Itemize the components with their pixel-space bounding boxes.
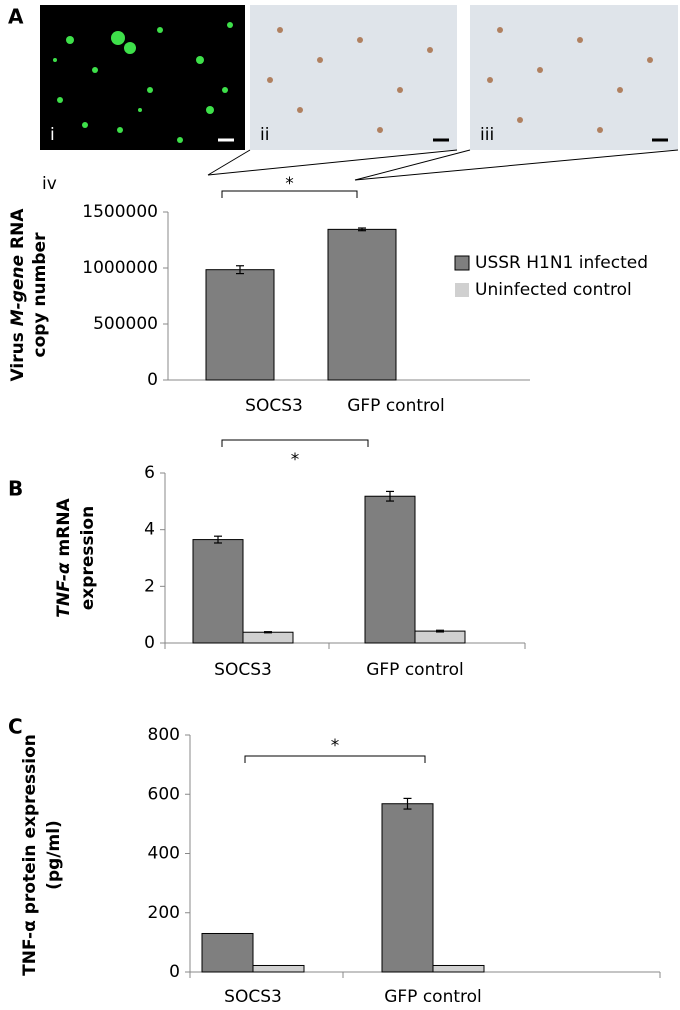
legend-swatch	[454, 255, 470, 271]
error-bar	[386, 490, 394, 502]
y-axis-label: TNF-α mRNA	[54, 497, 74, 617]
y-axis-label-part: TNF-α	[54, 562, 74, 618]
stained-image	[250, 5, 457, 150]
y-axis-label-part: TNF-α protein expression	[20, 734, 40, 976]
y-tick-label: 4	[144, 520, 155, 540]
significance-bracket	[221, 190, 358, 198]
y-tick-label: 600	[148, 784, 180, 804]
image-label: iii	[480, 125, 494, 145]
bar	[242, 631, 294, 644]
y-axis-label: Virus M-gene RNA	[8, 208, 28, 382]
bar	[252, 964, 305, 973]
error-bar	[403, 797, 412, 810]
significance-bracket	[244, 755, 426, 763]
stained-cells	[267, 27, 653, 133]
image-label: i	[50, 125, 55, 145]
y-axis-label: copy number	[30, 232, 50, 358]
y-tick-label: 1000000	[82, 258, 158, 278]
bar	[327, 228, 397, 381]
y-tick-label: 2	[144, 576, 155, 596]
bar	[414, 630, 466, 644]
y-axis-label-part: copy number	[30, 232, 50, 358]
y-axis-label-part: Virus	[8, 326, 28, 381]
y-tick-label: 800	[148, 725, 180, 745]
y-tick-label: 200	[148, 903, 180, 923]
bar	[364, 495, 416, 644]
y-axis-label-part: mRNA	[54, 497, 74, 562]
legend-swatch	[455, 283, 469, 297]
fluorescence-cells	[53, 22, 233, 143]
y-tick-label: 1500000	[82, 202, 158, 222]
y-axis-label-part: M-gene	[8, 255, 28, 326]
y-tick-label: 0	[169, 962, 180, 982]
y-tick-label: 400	[148, 844, 180, 864]
panel-label: B	[8, 477, 23, 501]
fluorescence-image	[40, 5, 245, 150]
x-tick-label: GFP control	[384, 987, 482, 1007]
significance-star: *	[291, 450, 300, 470]
panel-label: C	[8, 715, 23, 739]
bar	[381, 803, 434, 973]
y-axis-label: expression	[78, 506, 98, 610]
significance-star: *	[285, 174, 294, 194]
x-tick-label: SOCS3	[214, 660, 272, 680]
inset-label: iv	[42, 174, 57, 194]
x-tick-label: SOCS3	[245, 396, 303, 416]
y-tick-label: 500000	[93, 314, 158, 334]
legend-label: Uninfected control	[475, 280, 632, 300]
image-label: ii	[260, 125, 269, 145]
error-bar	[236, 265, 244, 275]
panel-label: A	[8, 5, 24, 29]
x-tick-label: GFP control	[347, 396, 445, 416]
y-axis-label-part: (pg/ml)	[44, 820, 64, 890]
connector-lines	[207, 149, 679, 181]
x-tick-label: SOCS3	[224, 987, 282, 1007]
y-axis-label-part: RNA	[8, 208, 28, 255]
x-tick-label: GFP control	[366, 660, 464, 680]
stained-image	[470, 5, 678, 150]
error-bar	[358, 227, 366, 232]
y-axis-label: TNF-α protein expression	[20, 734, 40, 976]
bar	[201, 932, 254, 973]
y-axis-label: (pg/ml)	[44, 820, 64, 890]
bar	[205, 269, 275, 381]
significance-bracket	[221, 439, 369, 447]
y-axis-label-part: expression	[78, 506, 98, 610]
error-bar	[214, 535, 222, 544]
legend-label: USSR H1N1 infected	[475, 253, 648, 273]
error-bar	[436, 629, 444, 633]
y-tick-label: 6	[144, 463, 155, 483]
bar	[192, 539, 244, 644]
y-tick-label: 0	[147, 370, 158, 390]
bar	[432, 964, 485, 973]
error-bar	[264, 631, 272, 634]
y-tick-label: 0	[144, 633, 155, 653]
significance-star: *	[331, 736, 340, 756]
